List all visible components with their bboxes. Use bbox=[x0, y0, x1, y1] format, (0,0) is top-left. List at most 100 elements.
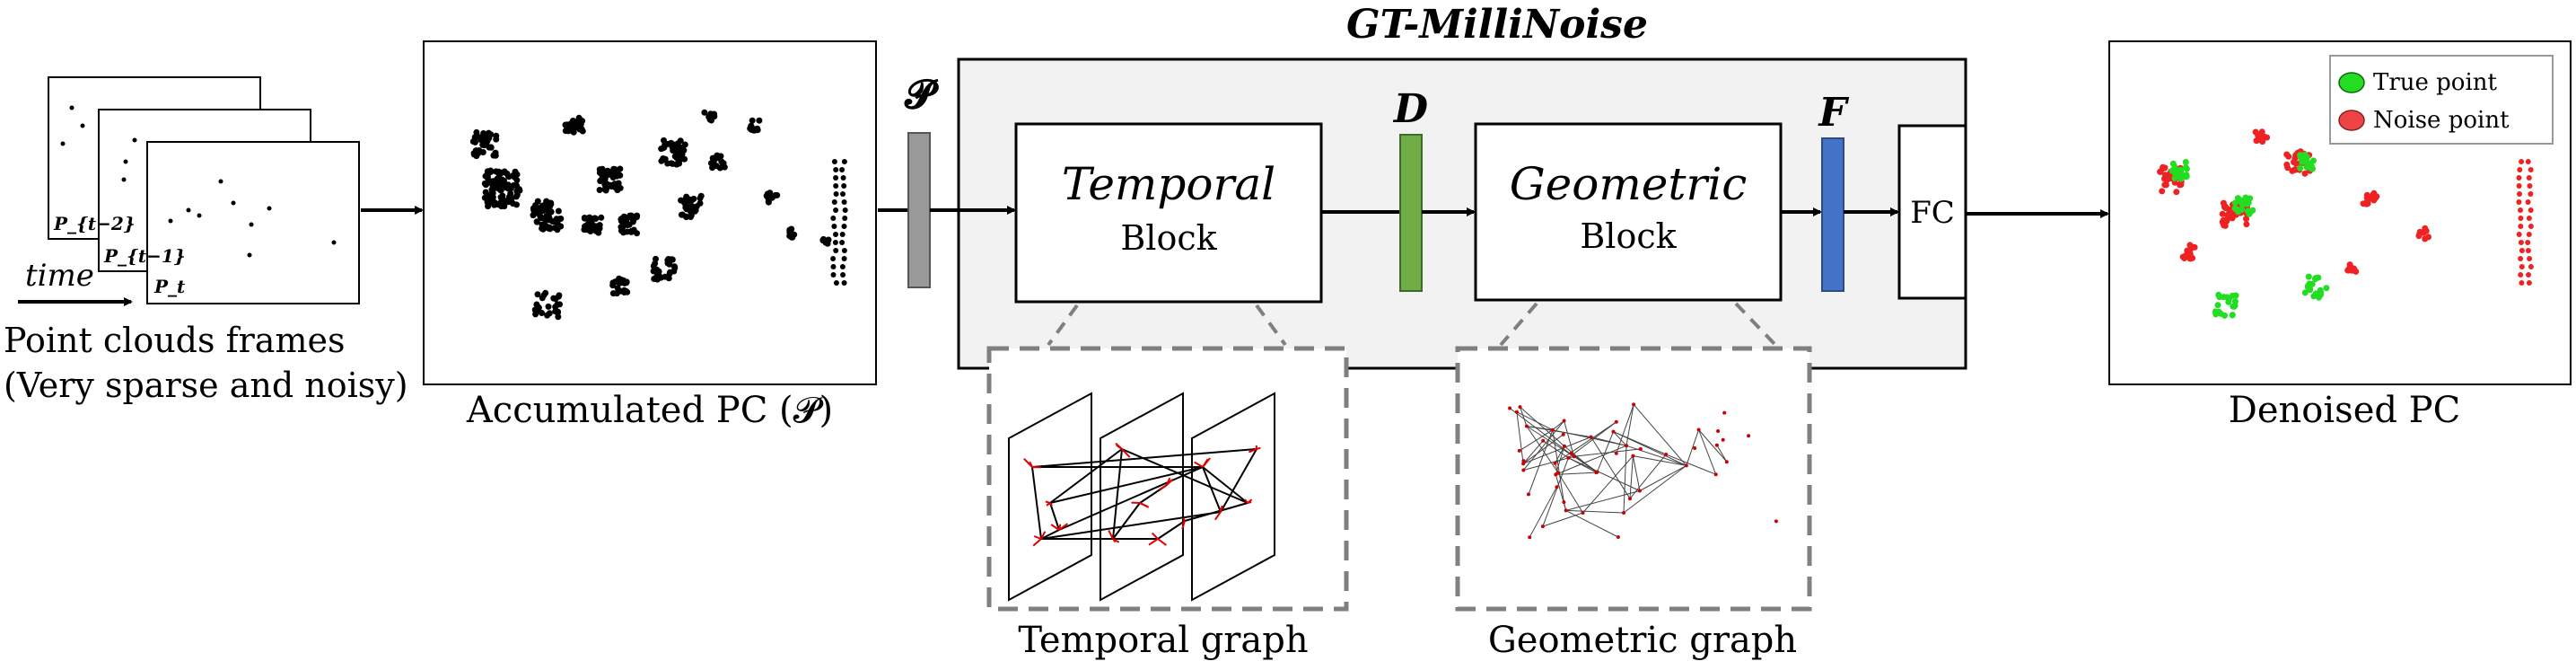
denoised-point bbox=[2179, 253, 2186, 260]
geometric-graph-node bbox=[1637, 489, 1642, 493]
temporal-block-title: Temporal bbox=[1062, 158, 1275, 210]
denoised-point bbox=[2183, 172, 2190, 179]
accumulated-point bbox=[650, 262, 657, 269]
geometric-graph-edge bbox=[1526, 426, 1574, 457]
accumulated-point bbox=[669, 144, 676, 151]
denoised-point bbox=[2526, 216, 2532, 221]
temporal-graph-edge-red bbox=[1158, 484, 1168, 491]
temporal-graph-edge-red bbox=[1202, 457, 1211, 468]
accumulated-point bbox=[756, 117, 763, 124]
denoised-point bbox=[2519, 264, 2525, 269]
accumulated-point bbox=[774, 191, 781, 198]
accumulated-point bbox=[539, 295, 546, 302]
temporal-graph-edge bbox=[1121, 448, 1249, 504]
denoised-point bbox=[2225, 298, 2232, 305]
temporal-graph-edge-red bbox=[1214, 511, 1222, 521]
denoised-point bbox=[2423, 227, 2430, 234]
accumulated-point bbox=[618, 276, 625, 283]
denoised-point bbox=[2177, 181, 2185, 189]
accumulated-point bbox=[493, 136, 500, 143]
bar-f bbox=[1821, 137, 1844, 292]
accumulated-point bbox=[577, 120, 584, 128]
accumulated-point bbox=[841, 224, 847, 229]
accumulated-point bbox=[682, 196, 689, 203]
accumulated-point bbox=[833, 207, 839, 213]
geometric-graph-node bbox=[1638, 446, 1643, 451]
accumulated-point bbox=[840, 272, 846, 278]
accumulated-point bbox=[833, 248, 839, 253]
temporal-graph-edge bbox=[1049, 466, 1204, 504]
denoised-point bbox=[2309, 165, 2316, 172]
accumulated-point bbox=[480, 138, 487, 145]
temporal-graph-edge bbox=[1112, 502, 1141, 540]
frame-point bbox=[123, 159, 128, 164]
denoised-point bbox=[2518, 240, 2524, 245]
geometric-graph-edge bbox=[1716, 445, 1728, 463]
temporal-graph-edge bbox=[1202, 466, 1222, 513]
accumulated-point bbox=[497, 187, 504, 194]
temporal-block bbox=[1014, 122, 1323, 304]
accumulated-point bbox=[480, 130, 487, 137]
geometric-graph-node bbox=[1524, 424, 1529, 428]
denoised-point bbox=[2517, 191, 2522, 197]
accumulated-point bbox=[688, 197, 695, 203]
geometric-graph-node bbox=[1696, 428, 1701, 432]
geometric-graph-node bbox=[1611, 429, 1616, 434]
geometric-graph-node bbox=[1625, 444, 1628, 448]
denoised-point bbox=[2516, 232, 2522, 237]
denoised-point bbox=[2219, 210, 2226, 217]
denoised-point bbox=[2177, 166, 2184, 173]
geometric-zoom-right bbox=[1734, 302, 1777, 347]
accumulated-point bbox=[705, 113, 713, 120]
temporal-graph-edge bbox=[1157, 520, 1186, 540]
temporal-graph-edge-red bbox=[1194, 461, 1204, 468]
accumulated-point bbox=[494, 175, 501, 182]
denoised-point bbox=[2284, 164, 2291, 172]
geometric-graph-edge bbox=[1529, 486, 1557, 538]
temporal-graph-edge-red bbox=[1112, 538, 1117, 543]
geometric-graph-edge bbox=[1522, 420, 1564, 471]
bar-d bbox=[1399, 134, 1423, 292]
time-label: time bbox=[25, 258, 94, 294]
denoised-point bbox=[2236, 198, 2243, 205]
accumulated-point bbox=[549, 218, 556, 225]
denoised-point bbox=[2415, 233, 2423, 240]
denoised-point bbox=[2182, 164, 2189, 171]
accumulated-point bbox=[701, 109, 708, 116]
geometric-graph-edge bbox=[1698, 429, 1717, 475]
temporal-graph-edge-red bbox=[1244, 498, 1249, 504]
temporal-zoom-right bbox=[1255, 304, 1287, 347]
geometric-graph-edge bbox=[1632, 455, 1641, 491]
geometric-graph-edge bbox=[1623, 445, 1627, 514]
geometric-graph-edge bbox=[1633, 455, 1687, 466]
geometric-graph-node bbox=[1540, 525, 1545, 529]
accumulated-point bbox=[842, 216, 848, 221]
accumulated-point bbox=[833, 191, 839, 197]
frame-point bbox=[132, 137, 137, 143]
legend: True point Noise point bbox=[2329, 55, 2554, 145]
frame-label-t-minus-2: P_{t−2} bbox=[53, 213, 136, 234]
geometric-graph-edge bbox=[1623, 465, 1687, 514]
denoised-point bbox=[2519, 159, 2525, 164]
accumulated-point bbox=[617, 165, 624, 172]
geometric-graph-node bbox=[1747, 434, 1751, 438]
accumulated-point bbox=[486, 199, 493, 207]
temporal-graph-edge-red bbox=[1148, 538, 1159, 546]
accumulated-point bbox=[832, 240, 838, 245]
denoised-point bbox=[2519, 280, 2525, 286]
frame-point bbox=[247, 252, 252, 258]
geometric-graph-edge bbox=[1542, 457, 1569, 527]
accumulated-point bbox=[841, 248, 847, 253]
accumulated-point bbox=[554, 219, 561, 226]
accumulated-point bbox=[593, 225, 600, 232]
accumulated-point bbox=[629, 218, 636, 225]
geometric-graph-node bbox=[1555, 485, 1559, 489]
accumulated-point bbox=[598, 214, 605, 221]
denoised-point bbox=[2259, 138, 2266, 145]
temporal-graph-edge bbox=[1049, 448, 1123, 504]
denoised-point bbox=[2215, 308, 2222, 315]
frame-point bbox=[80, 123, 85, 128]
frame-point bbox=[168, 218, 173, 224]
geometric-graph-edges bbox=[1508, 402, 1778, 540]
temporal-graph-edge-red bbox=[1166, 477, 1171, 486]
